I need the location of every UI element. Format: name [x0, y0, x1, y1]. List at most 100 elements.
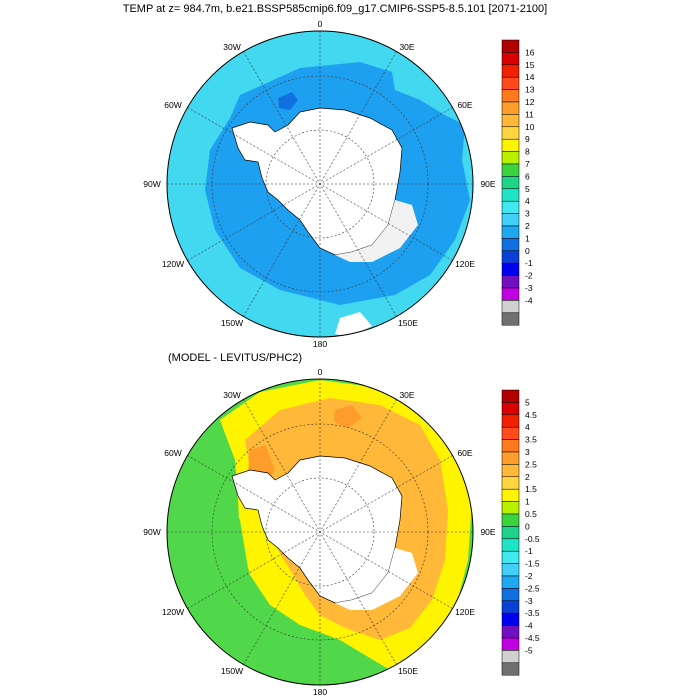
- panel2-colorbar-label-13: -1.5: [525, 559, 540, 569]
- panel2-colorbar-box-1: [501, 402, 520, 416]
- panel1-colorbar-box-17: [501, 250, 520, 264]
- panel1-colorbar-box-19: [501, 275, 520, 289]
- panel2-colorbar-box-6: [501, 464, 520, 478]
- panel1-lon-90e: 90E: [480, 179, 495, 189]
- panel1-colorbar-box-7: [501, 126, 520, 140]
- panel2-colorbar-label-7: 1.5: [525, 484, 537, 494]
- panel2-lon-60e: 60E: [457, 448, 472, 458]
- panel2-colorbar-label-12: -1: [525, 546, 533, 556]
- panel1-colorbar-label-14: 2: [525, 221, 530, 231]
- panel2-colorbar-label-16: -3: [525, 596, 533, 606]
- panel2-colorbar-label-10: 0: [525, 521, 530, 531]
- panel1-colorbar-label-3: 13: [525, 85, 535, 95]
- panel2-ice-shelf: [335, 548, 418, 610]
- panel2-colorbar-box-8: [501, 488, 520, 502]
- panel1-colorbar-box-2: [501, 64, 520, 78]
- panel1-lon-60e: 60E: [457, 100, 472, 110]
- panel2-colorbar-box-5: [501, 451, 520, 465]
- panel2-lon-labels: 0 30E 60E 90E 120E 150E 180 150W 120W 90…: [143, 367, 496, 697]
- panel2-lon-150e: 150E: [398, 666, 418, 676]
- panel2-colorbar-label-5: 2.5: [525, 459, 537, 469]
- panel1-colorbar-label-17: -1: [525, 258, 533, 268]
- panel1-colorbar-box-3: [501, 76, 520, 90]
- panel2-colorbar-box-4: [501, 439, 520, 453]
- panel1-lon-labels: 0 30E 60E 90E 120E 150E 180 150W 120W 90…: [143, 19, 496, 349]
- panel2-lon-120e: 120E: [455, 607, 475, 617]
- panel1-ice-shelf: [335, 200, 418, 262]
- panel2-colorbar-box-18: [501, 612, 520, 626]
- panel2-colorbar-box-21: [501, 650, 520, 664]
- panel1-colorbar-box-14: [501, 213, 520, 227]
- panel1-colorbar-label-8: 8: [525, 147, 530, 157]
- panel2-colorbar-label-2: 4: [525, 422, 530, 432]
- panel1-map: [167, 31, 473, 337]
- panel1-colorbar-label-10: 6: [525, 171, 530, 181]
- panel2-colorbar-label-18: -4: [525, 621, 533, 631]
- panel2-colorbar-label-15: -2.5: [525, 583, 540, 593]
- panel2-colorbar-box-13: [501, 550, 520, 564]
- panel1-colorbar-label-18: -2: [525, 271, 533, 281]
- panel1-lon-30e: 30E: [399, 42, 414, 52]
- panel2-colorbar-box-16: [501, 588, 520, 602]
- panel1-colorbar-box-13: [501, 200, 520, 214]
- panel2-colorbar-label-0: 5: [525, 397, 530, 407]
- panel2-lon-120w: 120W: [162, 607, 184, 617]
- panel2-lon-90w: 90W: [143, 527, 160, 537]
- panel1-colorbar-label-7: 9: [525, 134, 530, 144]
- panel2-colorbar-box-11: [501, 526, 520, 540]
- panel2-colorbar-label-8: 1: [525, 497, 530, 507]
- panel1-lon-30w: 30W: [223, 42, 240, 52]
- panel1-lon-150e: 150E: [398, 318, 418, 328]
- panel1-lon-120e: 120E: [455, 259, 475, 269]
- panel1-land-patch: [335, 312, 372, 337]
- panel2-lon-30w: 30W: [223, 390, 240, 400]
- panel1-colorbar-box-11: [501, 176, 520, 190]
- panel1-light-shelf: [420, 300, 450, 335]
- panel1-colorbar-box-21: [501, 300, 520, 314]
- panel1-title: TEMP at z= 984.7m, b.e21.BSSP585cmip6.f0…: [123, 3, 547, 15]
- panel1-colorbar-label-0: 16: [525, 47, 535, 57]
- panel2-colorbar-label-11: -0.5: [525, 534, 540, 544]
- panel2-map: [167, 379, 473, 685]
- panel1-colorbar-label-15: 1: [525, 233, 530, 243]
- panel1-colorbar-label-20: -4: [525, 295, 533, 305]
- panel1-colorbar-box-15: [501, 225, 520, 239]
- panel1-lon-90w: 90W: [143, 179, 160, 189]
- panel2-lon-90e: 90E: [480, 527, 495, 537]
- panel2-colorbar-box-15: [501, 575, 520, 589]
- panel2-title: (MODEL - LEVITUS/PHC2): [168, 352, 302, 364]
- panel1-colorbar-label-16: 0: [525, 246, 530, 256]
- panel1-lon-60w: 60W: [164, 100, 181, 110]
- panel2-dark-orange-patch-1: [334, 405, 362, 428]
- panel2-colorbar-label-19: -4.5: [525, 633, 540, 643]
- panel1-colorbar-label-13: 3: [525, 209, 530, 219]
- panel1-lon-120w: 120W: [162, 259, 184, 269]
- panel2-colorbar-label-14: -2: [525, 571, 533, 581]
- panel2-colorbar-label-20: -5: [525, 645, 533, 655]
- panel1-colorbar-box-8: [501, 138, 520, 152]
- panel2-colorbar-box-7: [501, 476, 520, 490]
- panel1-colorbar-box-20: [501, 287, 520, 301]
- panel1-dark-blue-patch: [278, 92, 298, 110]
- panel1-colorbar-label-4: 12: [525, 97, 535, 107]
- panel2-graticule: [167, 379, 473, 685]
- panel2-border: [166, 378, 474, 686]
- panel2-colorbar-label-4: 3: [525, 447, 530, 457]
- panel2-colorbar-box-10: [501, 513, 520, 527]
- panel2-lon-0: 0: [318, 367, 323, 377]
- panel2-colorbar-box-14: [501, 563, 520, 577]
- panel1-colorbar-label-12: 4: [525, 196, 530, 206]
- panel1-colorbar-label-11: 5: [525, 184, 530, 194]
- panel1-colorbar-box-12: [501, 188, 520, 202]
- panel1-lon-150w: 150W: [221, 318, 243, 328]
- panel2-colorbar-box-2: [501, 414, 520, 428]
- panel1-colorbar-label-5: 11: [525, 109, 534, 119]
- panel1-colorbar-box-0: [501, 39, 520, 53]
- panel2-colorbar-label-6: 2: [525, 472, 530, 482]
- panel2-colorbar-box-3: [501, 426, 520, 440]
- panel1-colorbar-box-16: [501, 238, 520, 252]
- panel1-colorbar-box-1: [501, 52, 520, 66]
- panel1-colorbar-label-19: -3: [525, 283, 533, 293]
- panel2-colorbar-box-0: [501, 389, 520, 403]
